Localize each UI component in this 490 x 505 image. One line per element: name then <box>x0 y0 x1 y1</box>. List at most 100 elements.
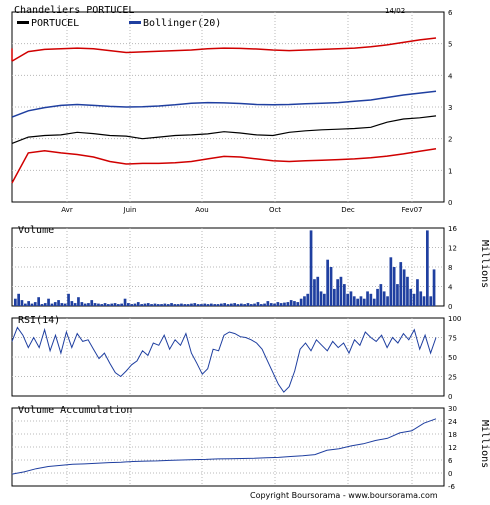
bollinger-upper <box>11 37 437 62</box>
volume-bar <box>349 291 353 306</box>
volume-bar <box>20 300 24 306</box>
volume-bar <box>386 296 389 307</box>
volume-bar <box>323 293 326 306</box>
volume-bar <box>359 296 363 307</box>
3-ytick: 12 <box>448 444 457 452</box>
1-ytick: 16 <box>448 225 457 233</box>
3-ytick: 6 <box>448 457 453 465</box>
volume-bar <box>382 291 386 306</box>
volume-bar <box>117 304 120 306</box>
x-tick: Avr <box>61 206 73 214</box>
volume-bar <box>206 304 210 306</box>
volume-bar <box>186 304 190 306</box>
volume-bar <box>120 303 123 306</box>
volume-bar <box>402 269 406 306</box>
volume-bar <box>163 303 167 306</box>
x-tick: Juin <box>123 206 137 214</box>
1-ytick: 0 <box>448 303 452 311</box>
volume-bar <box>73 303 77 306</box>
volume-bar <box>67 293 70 306</box>
volume-bar <box>180 303 183 306</box>
volume-bar <box>369 293 373 306</box>
volume-bar <box>200 304 203 306</box>
volume-bar <box>379 284 383 306</box>
volume-bar <box>233 303 236 306</box>
volume-bar <box>303 296 306 307</box>
volume-bar <box>110 303 114 306</box>
rsi-line <box>11 326 437 393</box>
volume-bar <box>352 296 356 307</box>
axis-labels: Avr Juin Aou Oct Dec Fev070123456048121602550… <box>61 9 461 491</box>
legend-price: PORTUCEL <box>31 18 79 29</box>
volume-bar <box>170 303 173 306</box>
volume-bar <box>422 296 426 307</box>
date-label: 14/02 <box>385 7 405 15</box>
1-ytick: 4 <box>448 284 453 292</box>
volume-bar <box>57 300 60 306</box>
volume-bar <box>336 279 339 306</box>
volume-bar <box>193 303 197 306</box>
volume-bar <box>53 302 57 306</box>
volume-bar <box>37 297 40 306</box>
volume-bar <box>319 291 323 306</box>
legend-swatch-bollinger <box>129 21 141 24</box>
0-ytick: 5 <box>448 41 452 49</box>
volume-bar <box>210 303 213 306</box>
volume-bar <box>276 302 280 306</box>
volume-bar <box>313 279 316 306</box>
3-ytick: -6 <box>448 483 456 491</box>
volume-bar <box>17 293 20 306</box>
volume-bar <box>409 288 413 306</box>
volume-bar <box>256 302 260 306</box>
volume-bar <box>203 303 207 306</box>
volume-bar <box>289 300 293 306</box>
volume-bar <box>103 303 107 306</box>
volume-bar <box>283 302 286 306</box>
volume-bar <box>140 304 143 306</box>
volume-bar <box>77 297 80 306</box>
volume-bar <box>133 303 137 306</box>
volume-bar <box>376 288 379 306</box>
volume-ylabel: Millions <box>479 240 490 288</box>
bollinger-lower <box>11 148 437 184</box>
volume-bar <box>226 304 230 306</box>
volume-bar <box>362 298 366 306</box>
volume-bar <box>143 303 147 306</box>
volume-bar <box>366 291 369 306</box>
volume-bar <box>100 304 104 306</box>
volume-bar <box>190 303 193 306</box>
volume-bar <box>113 303 117 306</box>
volume-bar <box>266 301 270 306</box>
3-ytick: 30 <box>448 405 457 413</box>
volume-bar <box>30 303 34 306</box>
accum-line <box>11 418 437 475</box>
volume-bar <box>97 303 100 306</box>
volume-bar <box>80 302 84 306</box>
2-ytick: 75 <box>448 335 457 343</box>
volume-bar <box>396 284 399 306</box>
3-ytick: 24 <box>448 418 457 426</box>
volume-bar <box>392 267 396 306</box>
volume-bar <box>156 304 160 306</box>
volume-bar <box>343 284 346 306</box>
accum-ylabel: Millions <box>479 420 490 468</box>
volume-bar <box>93 303 97 306</box>
volume-bar <box>269 303 273 306</box>
3-ytick: 18 <box>448 431 457 439</box>
chart-marks <box>11 37 437 475</box>
volume-bar <box>273 303 276 306</box>
gridlines <box>12 12 444 486</box>
volume-bar <box>293 301 296 306</box>
x-tick: Dec <box>341 206 355 214</box>
volume-bar <box>333 288 336 306</box>
volume-bar <box>412 293 416 306</box>
1-ytick: 12 <box>448 245 457 253</box>
legend-swatch-price <box>17 21 29 24</box>
accum-title: Volume Accumulation <box>18 405 132 416</box>
volume-bar <box>429 296 433 307</box>
x-tick: Oct <box>269 206 281 214</box>
volume-bar <box>60 303 64 306</box>
volume-bar <box>146 303 150 306</box>
0-ytick: 6 <box>448 9 453 17</box>
2-ytick: 0 <box>448 393 452 401</box>
